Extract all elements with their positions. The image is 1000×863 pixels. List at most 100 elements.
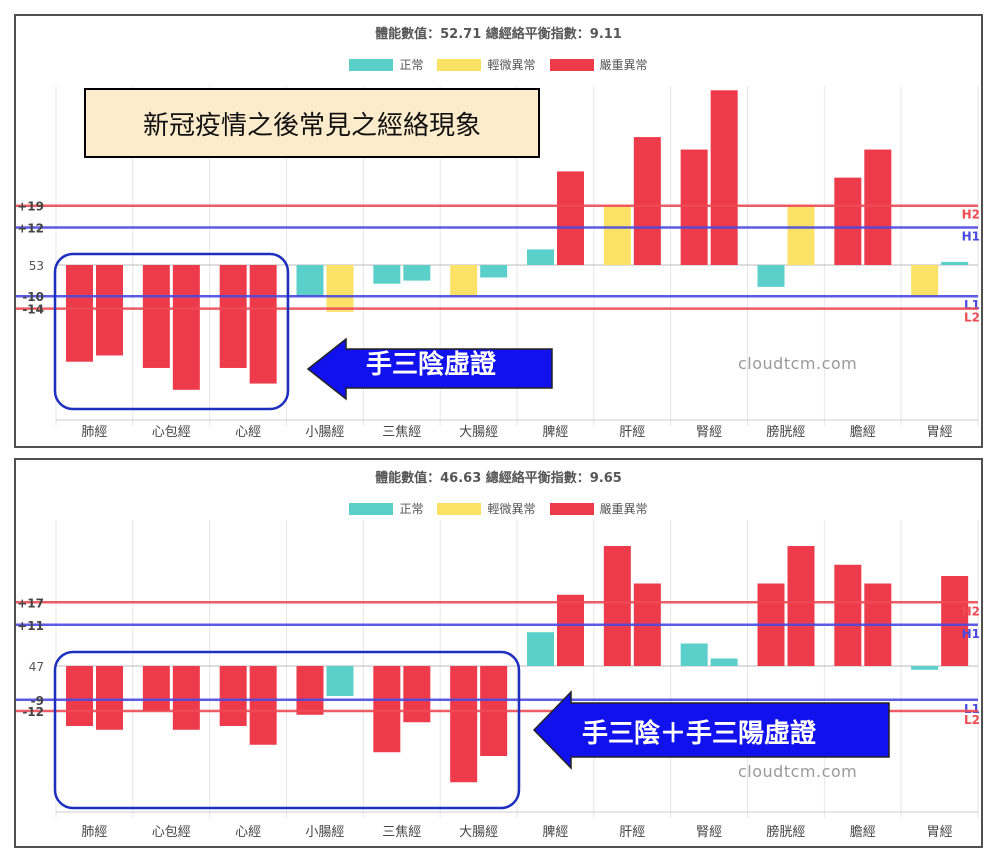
bar-severe bbox=[557, 171, 584, 265]
top-chart-panel: 體能數值：52.71 總經絡平衡指數：9.11 正常 輕微異常 嚴重異常 53 +… bbox=[14, 14, 983, 448]
x-tick-label: 膽經 bbox=[850, 825, 876, 840]
y-tick-label: -14 bbox=[22, 303, 44, 317]
bar-severe bbox=[633, 137, 661, 265]
bar-severe bbox=[219, 265, 247, 368]
bar-severe bbox=[373, 666, 401, 753]
bar-normal bbox=[710, 658, 738, 666]
x-tick-label: 大腸經 bbox=[459, 825, 498, 840]
watermark: cloudtcm.com bbox=[738, 762, 858, 781]
bar-mild bbox=[603, 205, 631, 265]
x-tick-label: 心經 bbox=[235, 825, 261, 840]
chart-title: 體能數值：46.63 總經絡平衡指數：9.65 bbox=[375, 471, 622, 486]
bar-severe bbox=[834, 177, 862, 265]
bar-normal bbox=[296, 265, 324, 297]
x-tick-label: 三焦經 bbox=[382, 825, 421, 840]
x-tick-label: 三焦經 bbox=[382, 425, 421, 440]
x-tick-label: 肺經 bbox=[81, 825, 107, 840]
y-tick-label: -10 bbox=[22, 290, 44, 304]
bar-severe bbox=[249, 265, 277, 384]
legend-label-severe: 嚴重異常 bbox=[599, 58, 648, 72]
highlight-box bbox=[53, 252, 290, 411]
bar-mild bbox=[326, 265, 354, 312]
legend-severe[interactable]: 嚴重異常 bbox=[549, 56, 648, 73]
x-tick-label: 肺經 bbox=[81, 425, 107, 440]
bar-severe bbox=[787, 546, 815, 666]
bottom-bar-chart: 47+17H2+11H1-9L1-12L2肺經 心包經 心經 小腸經 三焦經 大腸經 脾經肝… bbox=[16, 520, 980, 840]
x-tick-label: 腎經 bbox=[696, 825, 722, 840]
bar-severe bbox=[66, 265, 93, 362]
legend-swatch-mild bbox=[437, 502, 482, 515]
highlight-box bbox=[53, 650, 521, 810]
bar-mild bbox=[450, 265, 478, 297]
x-tick-label: 胃經 bbox=[927, 425, 953, 440]
bar-severe bbox=[680, 149, 708, 265]
bar-severe bbox=[172, 666, 200, 730]
x-tick-label: 肝經 bbox=[619, 425, 645, 440]
bar-severe bbox=[249, 666, 277, 745]
legend-label-mild: 輕微異常 bbox=[487, 58, 536, 72]
ref-line-tag-H2: H2 bbox=[962, 208, 980, 222]
x-tick-label: 心經 bbox=[235, 425, 261, 440]
x-tick-label: 胃經 bbox=[927, 825, 953, 840]
legend-mild[interactable]: 輕微異常 bbox=[437, 500, 536, 517]
arrow-shape bbox=[306, 337, 553, 401]
legend-swatch-severe bbox=[549, 502, 594, 515]
x-tick-label: 小腸經 bbox=[305, 425, 344, 440]
ref-line-tag-H1: H1 bbox=[962, 627, 980, 641]
bar-severe bbox=[450, 666, 478, 783]
bar-severe bbox=[219, 666, 247, 726]
bar-severe bbox=[403, 666, 431, 723]
x-tick-label: 小腸經 bbox=[305, 825, 344, 840]
legend-severe[interactable]: 嚴重異常 bbox=[549, 500, 648, 517]
bar-severe bbox=[142, 666, 170, 711]
chart-legend: 正常 輕微異常 嚴重異常 bbox=[16, 500, 981, 517]
arrow-shape bbox=[532, 690, 890, 770]
annotation-title-box: 新冠疫情之後常見之經絡現象 bbox=[84, 88, 540, 158]
legend-normal[interactable]: 正常 bbox=[349, 500, 423, 517]
bar-severe bbox=[603, 546, 631, 666]
legend-swatch-mild bbox=[437, 58, 482, 71]
y-tick-label: +17 bbox=[17, 596, 44, 610]
ref-line-tag-L2: L2 bbox=[964, 311, 980, 325]
bar-mild bbox=[911, 265, 939, 297]
bar-mild bbox=[787, 205, 815, 265]
y-tick-label: +12 bbox=[17, 222, 44, 236]
bottom-chart-panel: 體能數值：46.63 總經絡平衡指數：9.65 正常 輕微異常 嚴重異常 47 +… bbox=[14, 458, 983, 848]
legend-label-severe: 嚴重異常 bbox=[599, 502, 648, 516]
bar-severe bbox=[66, 666, 93, 726]
y-tick-label: +11 bbox=[17, 619, 44, 633]
bar-severe bbox=[557, 594, 584, 666]
bar-normal bbox=[527, 632, 554, 666]
bottom-arrow-label: 手三陰＋手三陽虛證 bbox=[582, 719, 817, 749]
legend-normal[interactable]: 正常 bbox=[349, 56, 423, 73]
bar-severe bbox=[834, 564, 862, 666]
bar-severe bbox=[941, 576, 969, 666]
x-tick-label: 肝經 bbox=[619, 825, 645, 840]
x-tick-label: 膀胱經 bbox=[766, 424, 805, 440]
top-arrow-label: 手三陰虛證 bbox=[366, 350, 497, 380]
bar-normal bbox=[326, 666, 354, 696]
legend-label-normal: 正常 bbox=[399, 502, 424, 516]
ref-line-tag-H1: H1 bbox=[962, 230, 980, 244]
bar-severe bbox=[172, 265, 200, 390]
bar-normal bbox=[527, 249, 554, 265]
x-tick-label: 膽經 bbox=[850, 425, 876, 440]
y-tick-label: -12 bbox=[22, 705, 44, 719]
y-tick-label-baseline: 53 bbox=[29, 259, 44, 273]
y-tick-label: -9 bbox=[31, 694, 44, 708]
x-tick-label: 心包經 bbox=[152, 425, 191, 440]
chart-legend: 正常 輕微異常 嚴重異常 bbox=[16, 56, 981, 73]
chart-title: 體能數值：52.71 總經絡平衡指數：9.11 bbox=[375, 27, 622, 42]
legend-label-normal: 正常 bbox=[399, 58, 424, 72]
bar-severe bbox=[96, 265, 123, 356]
x-tick-label: 心包經 bbox=[152, 825, 191, 840]
bar-normal bbox=[373, 265, 401, 284]
legend-swatch-normal bbox=[349, 502, 394, 515]
legend-mild[interactable]: 輕微異常 bbox=[437, 56, 536, 73]
bar-normal bbox=[480, 265, 508, 278]
bar-normal bbox=[403, 265, 431, 281]
y-tick-label-baseline: 47 bbox=[29, 660, 44, 674]
y-tick-label: +19 bbox=[17, 200, 44, 214]
x-tick-label: 大腸經 bbox=[459, 425, 498, 440]
